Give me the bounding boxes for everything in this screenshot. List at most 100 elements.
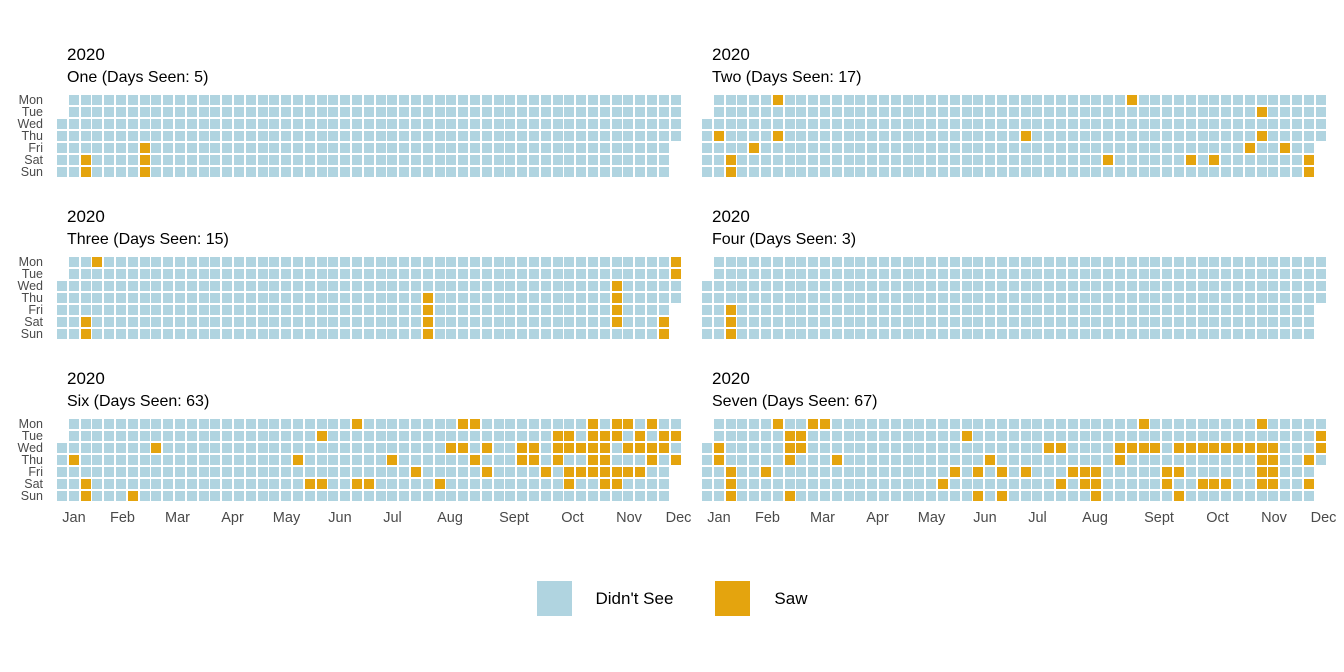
day-cell-didnt-see: [737, 467, 748, 477]
day-cell-didnt-see: [529, 293, 539, 303]
day-cell-didnt-see: [163, 257, 174, 267]
day-cell-didnt-see: [820, 293, 830, 303]
day-cell-didnt-see: [588, 107, 598, 117]
day-cell-didnt-see: [175, 95, 185, 105]
day-cell-didnt-see: [713, 431, 724, 441]
day-cell-didnt-see: [808, 467, 819, 477]
day-cell-didnt-see: [772, 293, 783, 303]
saw-label: Saw: [774, 588, 808, 608]
day-cell-didnt-see: [808, 257, 819, 267]
day-cell-didnt-see: [517, 119, 528, 129]
day-cell-didnt-see: [1008, 257, 1019, 267]
day-cell-didnt-see: [269, 155, 280, 165]
day-cell-didnt-see: [772, 257, 783, 267]
day-cell-didnt-see: [116, 257, 126, 267]
day-cell-didnt-see: [1209, 467, 1220, 477]
day-cell-didnt-see: [576, 455, 587, 465]
day-cell-didnt-see: [470, 491, 480, 501]
day-cell-didnt-see: [411, 155, 421, 165]
day-cell-saw: [564, 479, 575, 489]
day-cell-didnt-see: [1244, 257, 1255, 267]
day-cell-didnt-see: [1268, 269, 1279, 279]
day-cell-didnt-see: [1150, 119, 1161, 129]
day-cell-didnt-see: [1115, 131, 1125, 141]
day-cell-didnt-see: [1115, 467, 1125, 477]
day-cell-didnt-see: [914, 95, 925, 105]
day-cell-didnt-see: [387, 479, 398, 489]
panel-year-label: 2020: [67, 369, 105, 388]
day-cell-didnt-see: [938, 491, 948, 501]
day-cell-didnt-see: [1115, 419, 1125, 429]
day-cell-didnt-see: [796, 491, 807, 501]
day-cell-didnt-see: [1185, 467, 1196, 477]
day-cell-didnt-see: [340, 431, 351, 441]
day-cell-didnt-see: [1209, 281, 1220, 291]
day-cell-didnt-see: [328, 167, 339, 177]
day-cell-didnt-see: [961, 119, 972, 129]
day-cell-didnt-see: [434, 167, 445, 177]
day-cell-didnt-see: [1150, 431, 1161, 441]
day-cell-saw: [481, 443, 492, 453]
day-cell-saw: [127, 491, 138, 501]
day-cell-didnt-see: [529, 491, 539, 501]
day-cell-didnt-see: [304, 143, 315, 153]
day-cell-didnt-see: [647, 479, 657, 489]
day-cell-didnt-see: [1292, 119, 1302, 129]
day-cell-saw: [588, 431, 598, 441]
day-cell-didnt-see: [411, 443, 421, 453]
day-cell-didnt-see: [611, 143, 622, 153]
day-cell-didnt-see: [1303, 293, 1314, 303]
day-cell-didnt-see: [92, 95, 103, 105]
day-cell-didnt-see: [446, 431, 457, 441]
day-cell-didnt-see: [961, 107, 972, 117]
day-cell-didnt-see: [1138, 119, 1149, 129]
day-cell-saw: [422, 305, 433, 315]
day-cell-didnt-see: [1221, 419, 1232, 429]
day-cell-didnt-see: [938, 431, 948, 441]
day-cell-didnt-see: [772, 479, 783, 489]
panel-year-label: 2020: [67, 45, 105, 64]
day-cell-didnt-see: [855, 479, 866, 489]
day-cell-didnt-see: [843, 467, 854, 477]
day-cell-didnt-see: [411, 167, 421, 177]
day-cell-didnt-see: [57, 293, 67, 303]
day-cell-didnt-see: [446, 467, 457, 477]
day-cell-didnt-see: [761, 155, 771, 165]
day-cell-didnt-see: [713, 95, 724, 105]
day-cell-didnt-see: [985, 329, 996, 339]
day-cell-didnt-see: [175, 455, 185, 465]
day-cell-didnt-see: [151, 95, 162, 105]
day-cell-didnt-see: [446, 317, 457, 327]
day-cell-didnt-see: [1150, 491, 1161, 501]
day-cell-didnt-see: [57, 329, 67, 339]
day-cell-saw: [529, 443, 539, 453]
day-cell-didnt-see: [281, 257, 292, 267]
day-cell-didnt-see: [1103, 455, 1114, 465]
day-cell-saw: [599, 467, 610, 477]
day-cell-didnt-see: [529, 317, 539, 327]
day-cell-didnt-see: [363, 281, 374, 291]
day-cell-didnt-see: [658, 257, 669, 267]
day-cell-didnt-see: [363, 95, 374, 105]
weekday-label-tue: Tue: [21, 105, 43, 119]
day-cell-didnt-see: [564, 95, 575, 105]
day-cell-didnt-see: [269, 131, 280, 141]
day-cell-didnt-see: [1091, 269, 1102, 279]
day-cell-didnt-see: [470, 119, 480, 129]
day-cell-didnt-see: [1079, 167, 1090, 177]
day-cell-didnt-see: [926, 443, 937, 453]
day-cell-didnt-see: [1244, 281, 1255, 291]
day-cell-didnt-see: [1079, 293, 1090, 303]
day-cell-didnt-see: [1209, 257, 1220, 267]
day-cell-didnt-see: [363, 491, 374, 501]
day-cell-didnt-see: [198, 269, 209, 279]
day-cell-didnt-see: [820, 443, 830, 453]
day-cell-didnt-see: [481, 257, 492, 267]
day-cell-didnt-see: [127, 479, 138, 489]
day-cell-didnt-see: [1032, 131, 1043, 141]
day-cell-didnt-see: [1008, 293, 1019, 303]
day-cell-didnt-see: [1044, 107, 1055, 117]
day-cell-didnt-see: [1079, 329, 1090, 339]
day-cell-didnt-see: [269, 119, 280, 129]
day-cell-didnt-see: [1091, 455, 1102, 465]
